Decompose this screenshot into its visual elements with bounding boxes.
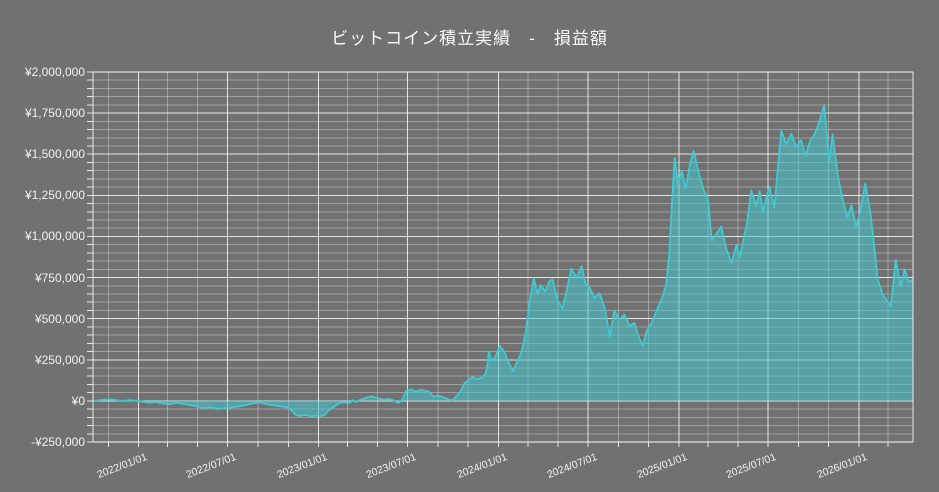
y-axis-label: ¥1,750,000 bbox=[24, 106, 85, 121]
axis-ticks bbox=[87, 71, 889, 447]
y-axis-label: -¥250,000 bbox=[30, 435, 85, 449]
y-axis-label: ¥250,000 bbox=[34, 352, 85, 367]
y-axis-label: ¥1,000,000 bbox=[24, 229, 85, 244]
y-axis-label: ¥750,000 bbox=[34, 270, 85, 285]
y-axis-label: ¥1,500,000 bbox=[24, 147, 85, 162]
profit-area-fill bbox=[93, 104, 913, 417]
y-axis-label: ¥1,250,000 bbox=[24, 188, 85, 203]
chart-title: ビットコイン積立実績 - 損益額 bbox=[331, 29, 608, 48]
plot-border bbox=[92, 71, 914, 443]
y-axis-label: ¥500,000 bbox=[34, 311, 85, 326]
y-axis-label: ¥2,000,000 bbox=[24, 65, 85, 79]
profit-line bbox=[92, 104, 914, 418]
y-axis-label: ¥0 bbox=[71, 393, 85, 408]
